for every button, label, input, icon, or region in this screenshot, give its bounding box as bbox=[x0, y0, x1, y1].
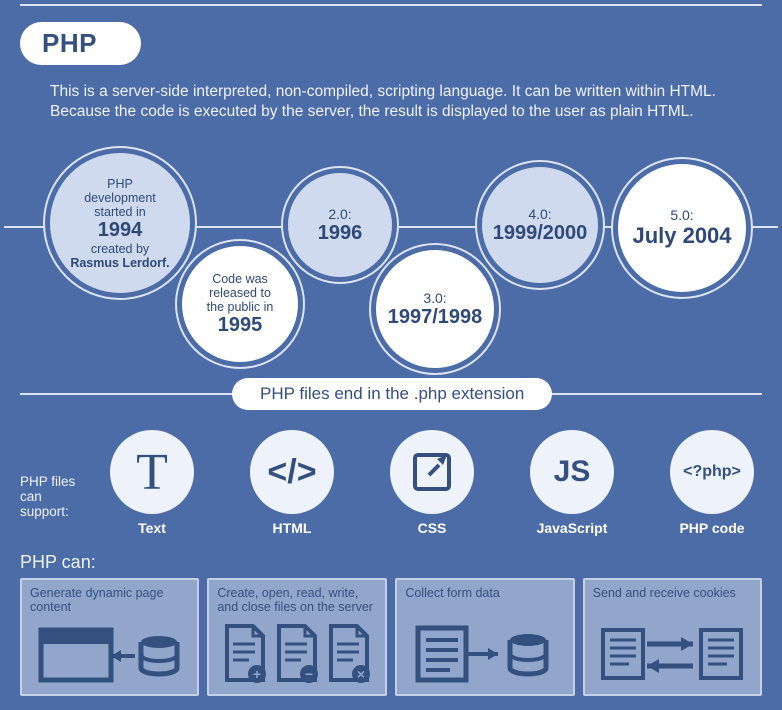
extension-pill: PHP files end in the .php extension bbox=[232, 378, 552, 410]
form-icon bbox=[405, 618, 564, 690]
support-item: T Text bbox=[96, 430, 208, 536]
can-card: Create, open, read, write, and close fil… bbox=[207, 578, 387, 696]
support-item-label: PHP code bbox=[679, 520, 744, 536]
css-icon bbox=[390, 430, 474, 514]
js-icon: JS bbox=[530, 430, 614, 514]
title-pill: PHP bbox=[20, 22, 141, 65]
dynamic-icon bbox=[30, 618, 189, 690]
timeline-circle: PHPdevelopmentstarted in1994created byRa… bbox=[50, 153, 190, 293]
can-card: Send and receive cookies bbox=[583, 578, 762, 696]
support-item-label: HTML bbox=[273, 520, 312, 536]
files-icon: + − × bbox=[217, 618, 377, 690]
can-title: PHP can: bbox=[20, 552, 96, 573]
html-icon: </> bbox=[250, 430, 334, 514]
text-icon: T bbox=[110, 430, 194, 514]
support-item: JS JavaScript bbox=[516, 430, 628, 536]
can-card-text: Collect form data bbox=[405, 586, 564, 618]
can-card-text: Generate dynamic page content bbox=[30, 586, 189, 618]
can-card-text: Create, open, read, write, and close fil… bbox=[217, 586, 377, 618]
svg-text:−: − bbox=[305, 666, 313, 682]
can-card: Collect form data bbox=[395, 578, 574, 696]
support-item: <?php> PHP code bbox=[656, 430, 768, 536]
svg-text:+: + bbox=[253, 666, 261, 682]
timeline-circle: 5.0:July 2004 bbox=[618, 164, 746, 292]
support-item: CSS bbox=[376, 430, 488, 536]
support-items: T Text </> HTML CSS JS JavaScript <?php> PHP cod… bbox=[96, 430, 768, 536]
description-text: This is a server-side interpreted, non-c… bbox=[50, 82, 748, 123]
cookies-icon bbox=[593, 618, 752, 690]
timeline-circle: 4.0:1999/2000 bbox=[482, 167, 598, 283]
support-item-label: Text bbox=[138, 520, 166, 536]
svg-text:×: × bbox=[357, 666, 365, 682]
support-item: </> HTML bbox=[236, 430, 348, 536]
timeline-circle: 2.0:1996 bbox=[288, 173, 392, 277]
can-card: Generate dynamic page content bbox=[20, 578, 199, 696]
can-row: Generate dynamic page content Create, ope… bbox=[20, 578, 762, 696]
can-card-text: Send and receive cookies bbox=[593, 586, 752, 618]
support-row: PHP files can support: T Text </> HTML CSS JS… bbox=[20, 430, 768, 536]
support-item-label: CSS bbox=[418, 520, 447, 536]
top-divider bbox=[20, 4, 762, 6]
support-item-label: JavaScript bbox=[537, 520, 608, 536]
support-label: PHP files can support: bbox=[20, 448, 86, 519]
php-icon: <?php> bbox=[670, 430, 754, 514]
timeline-circle: Code wasreleased tothe public in1995 bbox=[182, 246, 298, 362]
timeline-circle: 3.0:1997/1998 bbox=[376, 250, 494, 368]
